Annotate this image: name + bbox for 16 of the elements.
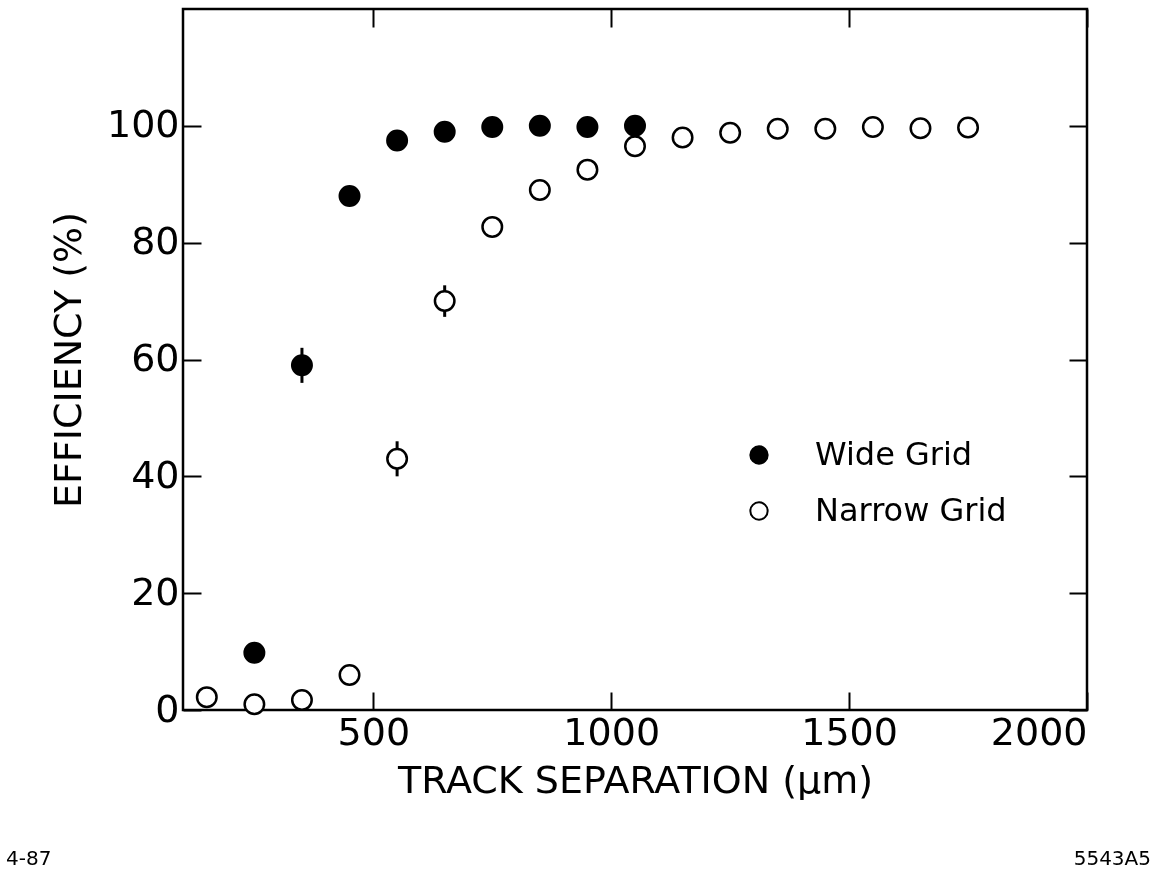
x-axis-title: TRACK SEPARATION (μm) bbox=[396, 757, 874, 802]
y-axis-title: EFFICIENCY (%) bbox=[45, 211, 90, 509]
x-tick-label: 2000 bbox=[990, 709, 1088, 754]
y-tick-label: 80 bbox=[131, 219, 180, 264]
legend-label: Wide Grid bbox=[815, 435, 973, 473]
y-tick-label: 60 bbox=[131, 336, 180, 380]
y-tick-label: 20 bbox=[131, 569, 180, 614]
y-tick-label: 40 bbox=[131, 452, 180, 497]
y-tick-label: 0 bbox=[155, 686, 180, 731]
text: 4-87 bbox=[6, 846, 52, 870]
y-tick-label: 100 bbox=[106, 102, 180, 147]
text: 5543A5 bbox=[1073, 846, 1151, 870]
x-tick-label: 1500 bbox=[801, 709, 898, 754]
x-tick-label: 1000 bbox=[563, 709, 661, 754]
legend-label: Narrow Grid bbox=[815, 491, 1007, 529]
x-tick-label: 500 bbox=[337, 709, 411, 754]
